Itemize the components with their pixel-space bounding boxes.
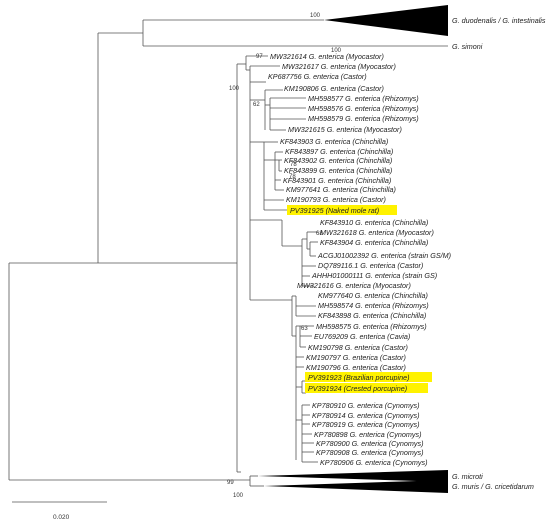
taxon-label: EU769209 G. enterica (Cavia) [314, 332, 410, 341]
taxon-label: KP780906 G. enterica (Cynomys) [320, 458, 427, 467]
bootstrap-value: 100 [229, 86, 240, 92]
taxon-label: PV391924 (Crested porcupine) [308, 384, 407, 393]
taxon-label: KP780898 G. enterica (Cynomys) [314, 430, 421, 439]
highlight-pv391923 [305, 372, 432, 382]
taxon-label: G. microti [452, 472, 483, 481]
taxon-label: KF843897 G. enterica (Chinchilla) [285, 147, 393, 156]
taxon-label: MH598576 G. enterica (Rhizomys) [308, 104, 419, 113]
bootstrap-value: 68 [316, 231, 323, 237]
taxon-label: KF843904 G. enterica (Chinchilla) [320, 238, 428, 247]
bootstrap-values: 100 100 97 100 62 78 78 68 63 99 100 [227, 13, 342, 499]
taxon-label: G. duodenalis / G. intestinalis [452, 16, 546, 25]
taxon-label: KM977640 G. enterica (Chinchilla) [318, 291, 428, 300]
taxon-label: KM190797 G. enterica (Castor) [306, 353, 406, 362]
bootstrap-value: 100 [233, 493, 244, 499]
taxon-label: KP780910 G. enterica (Cynomys) [312, 401, 419, 410]
taxon-label: MW321616 G. enterica (Myocastor) [297, 281, 411, 290]
taxon-label: PV391923 (Brazilian porcupine) [308, 373, 410, 382]
taxon-label: KP780900 G. enterica (Cynomys) [316, 439, 423, 448]
microti-clade-triangle [258, 470, 448, 482]
taxon-label: G. simoni [452, 42, 483, 51]
taxon-label: MH598577 G. enterica (Rhizomys) [308, 94, 419, 103]
taxon-label: MW321614 G. enterica (Myocastor) [270, 52, 384, 61]
taxon-label: KM190796 G. enterica (Castor) [306, 363, 406, 372]
taxon-label: MW321618 G. enterica (Myocastor) [320, 228, 434, 237]
taxon-label: KF843898 G. enterica (Chinchilla) [318, 311, 426, 320]
taxon-label: KM190793 G. enterica (Castor) [286, 195, 386, 204]
bootstrap-value: 78 [289, 174, 296, 180]
taxon-label: KM190798 G. enterica (Castor) [308, 343, 408, 352]
taxon-label: KM977641 G. enterica (Chinchilla) [286, 185, 396, 194]
taxon-label: KF843899 G. enterica (Chinchilla) [284, 166, 392, 175]
highlight-pv391925 [287, 205, 397, 215]
taxon-label: KF843902 G. enterica (Chinchilla) [284, 156, 392, 165]
taxon-label: PV391925 (Naked mole rat) [290, 206, 379, 215]
taxon-label: MH598574 G. enterica (Rhizomys) [318, 301, 429, 310]
muris-clade-triangle [264, 480, 448, 493]
taxon-label: MW321617 G. enterica (Myocastor) [282, 62, 396, 71]
taxon-labels: G. duodenalis / G. intestinalis G. simon… [268, 16, 546, 491]
taxon-label: KP780908 G. enterica (Cynomys) [316, 448, 423, 457]
bootstrap-value: 100 [310, 13, 321, 19]
bootstrap-value: 63 [301, 326, 308, 332]
taxon-label: KF843901 G. enterica (Chinchilla) [283, 176, 391, 185]
taxon-label: KP780919 G. enterica (Cynomys) [312, 420, 419, 429]
scale-bar: 0.020 [12, 501, 107, 521]
taxon-label: KF843910 G. enterica (Chinchilla) [320, 218, 428, 227]
taxon-label: KM190806 G. enterica (Castor) [284, 84, 384, 93]
taxon-label: MH598575 G. enterica (Rhizomys) [316, 322, 427, 331]
bootstrap-value: 97 [256, 54, 263, 60]
taxon-label: AHHH01000111 G. enterica (strain GS) [311, 271, 437, 280]
bootstrap-value: 99 [227, 480, 234, 486]
highlight-pv391924 [305, 383, 428, 393]
taxon-label: G. muris / G. cricetidarum [452, 482, 534, 491]
taxon-label: MH598579 G. enterica (Rhizomys) [308, 114, 419, 123]
bootstrap-value: 78 [290, 162, 297, 168]
tree-branches [8, 19, 448, 487]
bootstrap-value: 62 [253, 102, 260, 108]
taxon-label: DQ789116.1 G. enterica (Castor) [318, 261, 423, 270]
scale-bar-label: 0.020 [53, 514, 70, 521]
taxon-label: ACGJ01002392 G. enterica (strain GS/M) [317, 251, 451, 260]
taxon-label: KP780914 G. enterica (Cynomys) [312, 411, 419, 420]
taxon-label: MW321615 G. enterica (Myocastor) [288, 125, 402, 134]
taxon-label: KP687756 G. enterica (Castor) [268, 72, 367, 81]
taxon-label: KF843903 G. enterica (Chinchilla) [280, 137, 388, 146]
duodenalis-clade-triangle [324, 5, 448, 36]
bootstrap-value: 100 [331, 48, 342, 54]
